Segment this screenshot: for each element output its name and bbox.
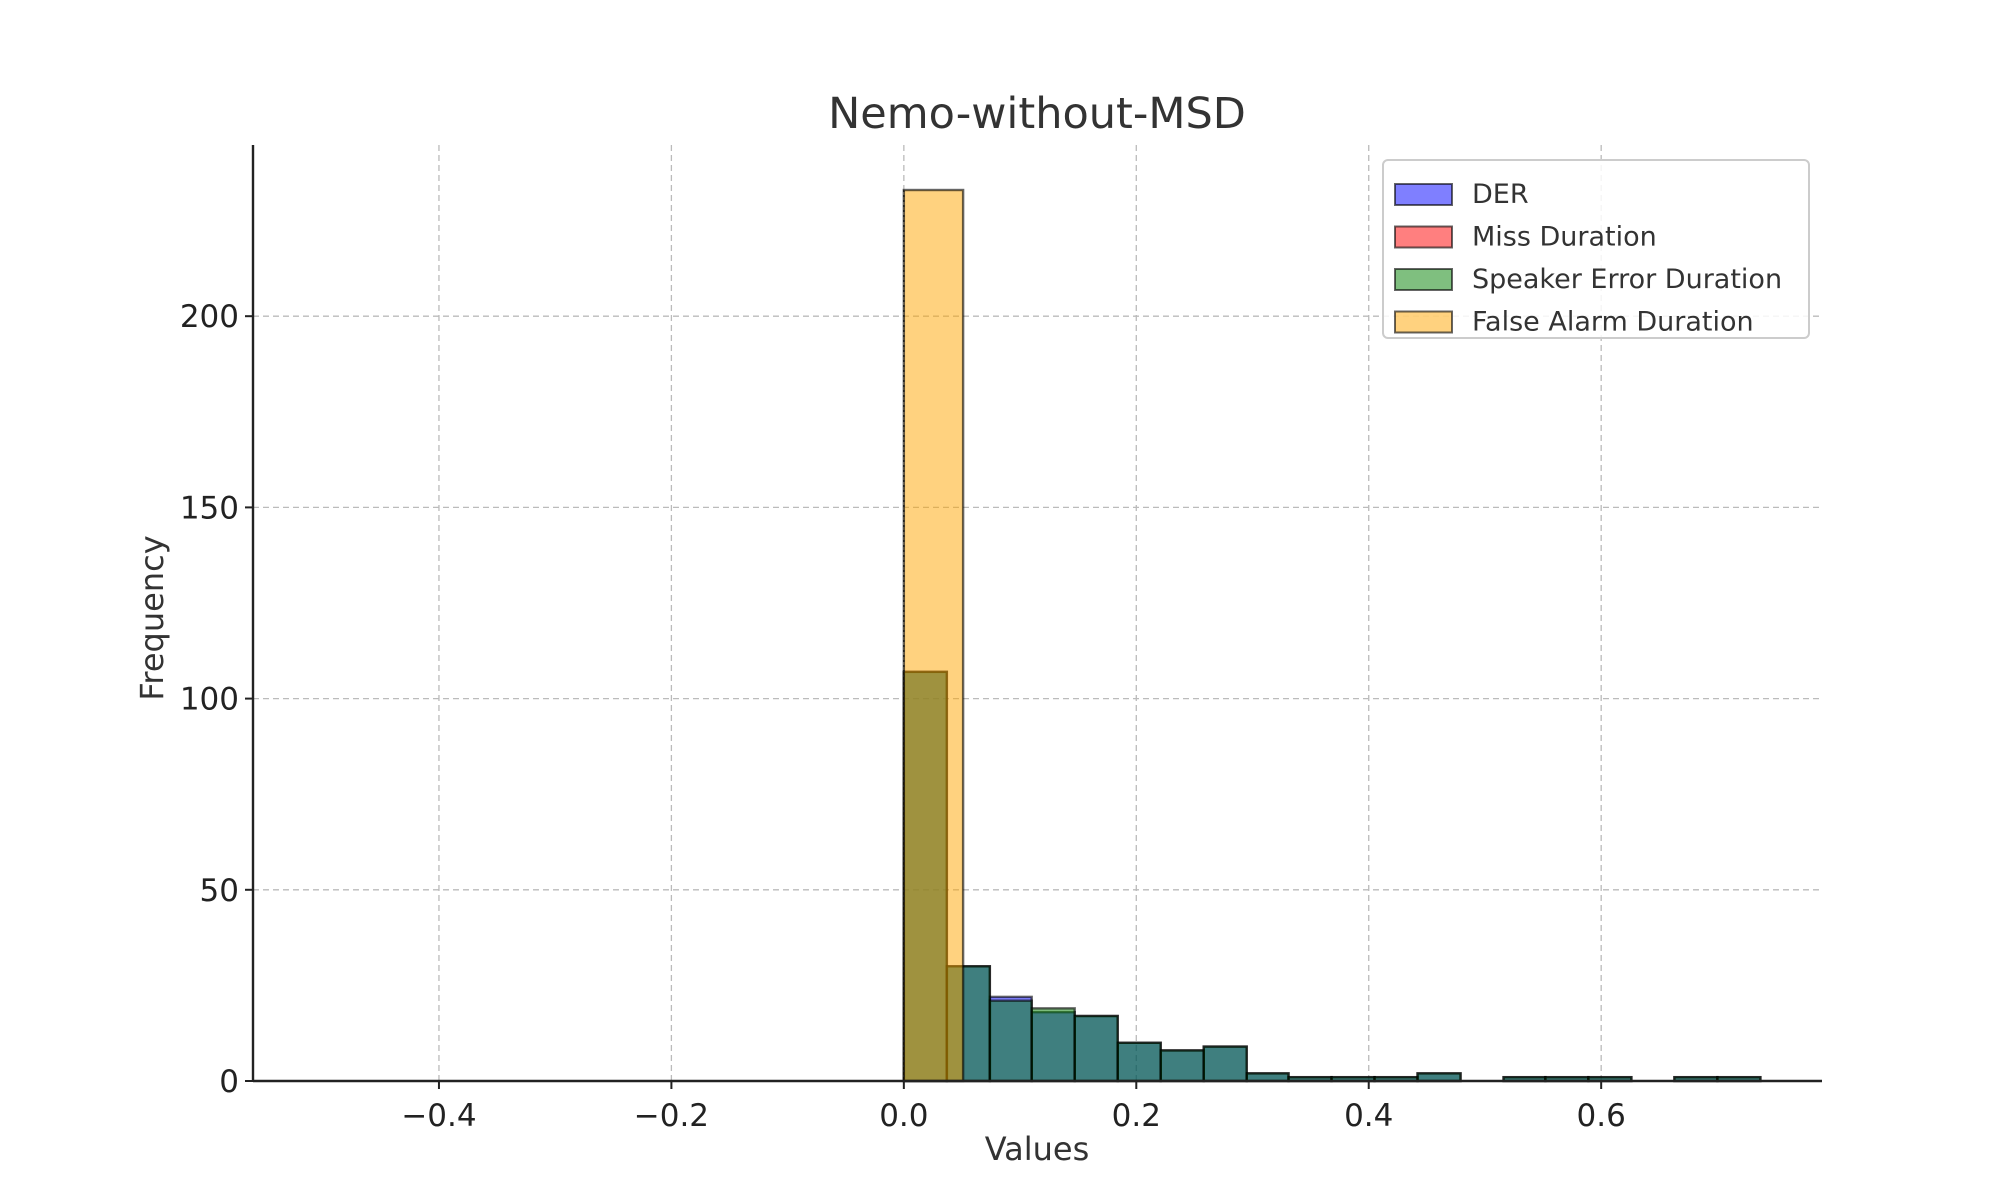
- x-tick-label: 0.4: [1344, 1098, 1393, 1134]
- histogram-bars: [902, 188, 1762, 1083]
- x-tick-label: −0.2: [634, 1098, 709, 1134]
- legend-swatch: [1394, 225, 1453, 249]
- tick-labels: −0.4 −0.2 0.0 0.2 0.4 0.6 0 50 100 150 200: [180, 299, 1626, 1134]
- legend-frame: [1382, 159, 1810, 339]
- legend: DER Miss Duration Speaker Error Duration Fa…: [1382, 159, 1810, 339]
- y-tick-label: 50: [200, 873, 239, 909]
- bar-speaker-error-duration: [1116, 1041, 1162, 1083]
- legend-swatch: [1394, 183, 1453, 206]
- legend-label: DER: [1472, 179, 1529, 210]
- x-tick-label: 0.2: [1112, 1098, 1161, 1134]
- y-tick-label: 150: [180, 490, 239, 526]
- legend-label: False Alarm Duration: [1472, 307, 1754, 338]
- legend-swatch: [1394, 268, 1453, 291]
- bar-speaker-error-duration: [1073, 1014, 1119, 1083]
- legend-swatch: [1394, 310, 1453, 334]
- bar-speaker-error-duration: [1202, 1045, 1248, 1083]
- y-tick-label: 100: [180, 682, 239, 718]
- x-axis-label: Values: [985, 1130, 1090, 1168]
- chart-title: Nemo-without-MSD: [828, 89, 1246, 139]
- axes: [251, 145, 1822, 1083]
- bar-speaker-error-duration: [1030, 1007, 1076, 1083]
- grid-lines: [253, 145, 1822, 1081]
- y-tick-label: 200: [180, 299, 239, 335]
- x-tick-label: 0.6: [1577, 1098, 1626, 1134]
- bar-false-alarm-duration: [902, 188, 965, 1083]
- y-tick-label: 0: [219, 1064, 239, 1100]
- legend-label: Miss Duration: [1472, 222, 1657, 253]
- bar-speaker-error-duration: [988, 999, 1033, 1083]
- x-tick-label: −0.4: [401, 1098, 476, 1134]
- legend-label: Speaker Error Duration: [1472, 264, 1782, 295]
- x-tick-label: 0.0: [879, 1098, 928, 1134]
- y-axis-label: Frequency: [133, 535, 171, 700]
- bar-speaker-error-duration: [1159, 1049, 1205, 1083]
